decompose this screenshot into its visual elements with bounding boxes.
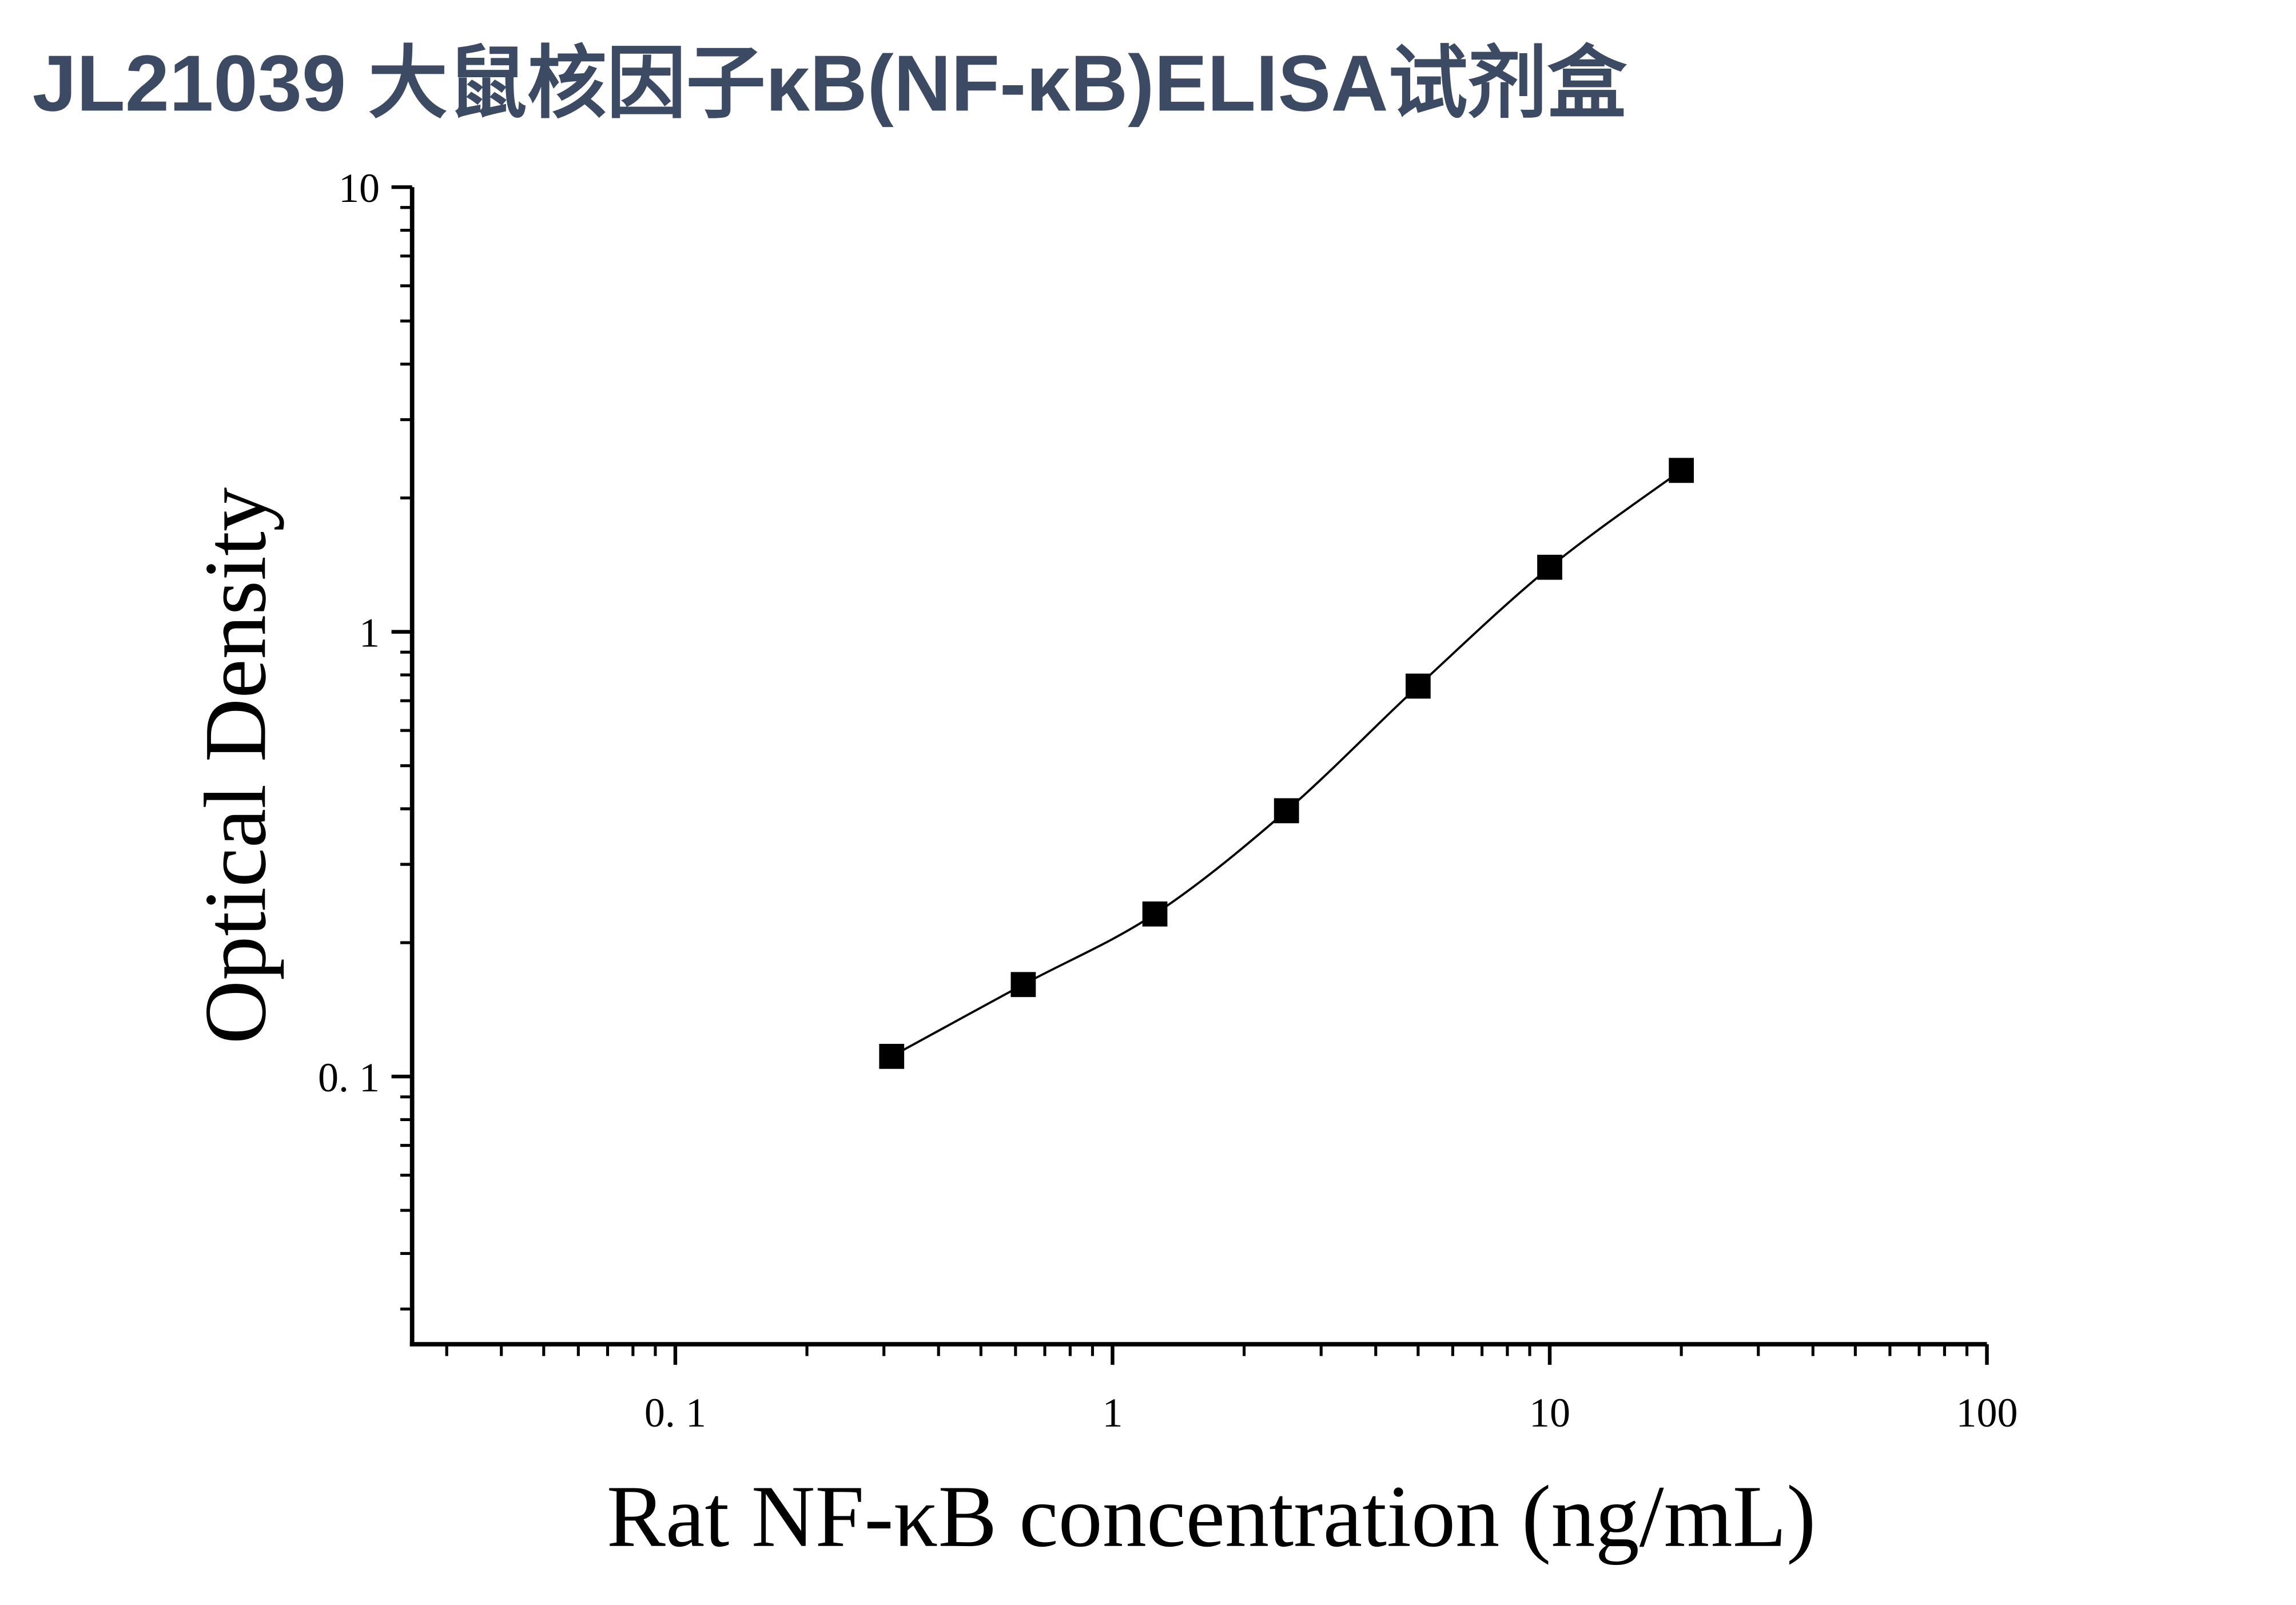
data-point	[1274, 798, 1299, 824]
y-tick-label: 10	[339, 165, 380, 211]
x-axis-label: Rat NF-κB concentration (ng/mL)	[607, 1468, 1816, 1566]
data-point	[1010, 972, 1036, 998]
y-axis-label: Optical Density	[186, 487, 284, 1044]
data-point	[1537, 554, 1562, 580]
y-tick-label: 1	[359, 610, 380, 655]
x-tick-label: 100	[1956, 1390, 2018, 1436]
x-tick-label: 0. 1	[644, 1390, 706, 1436]
fit-curve	[891, 469, 1682, 1058]
data-point	[1142, 901, 1168, 927]
x-tick-label: 1	[1102, 1390, 1123, 1436]
data-point	[1405, 673, 1431, 699]
data-point	[879, 1043, 905, 1069]
data-point	[1669, 458, 1694, 483]
chart-title: JL21039 大鼠核因子κB(NF-κB)ELISA试剂盒	[33, 39, 1628, 128]
y-tick-label: 0. 1	[318, 1055, 380, 1101]
x-tick-label: 10	[1529, 1390, 1570, 1436]
